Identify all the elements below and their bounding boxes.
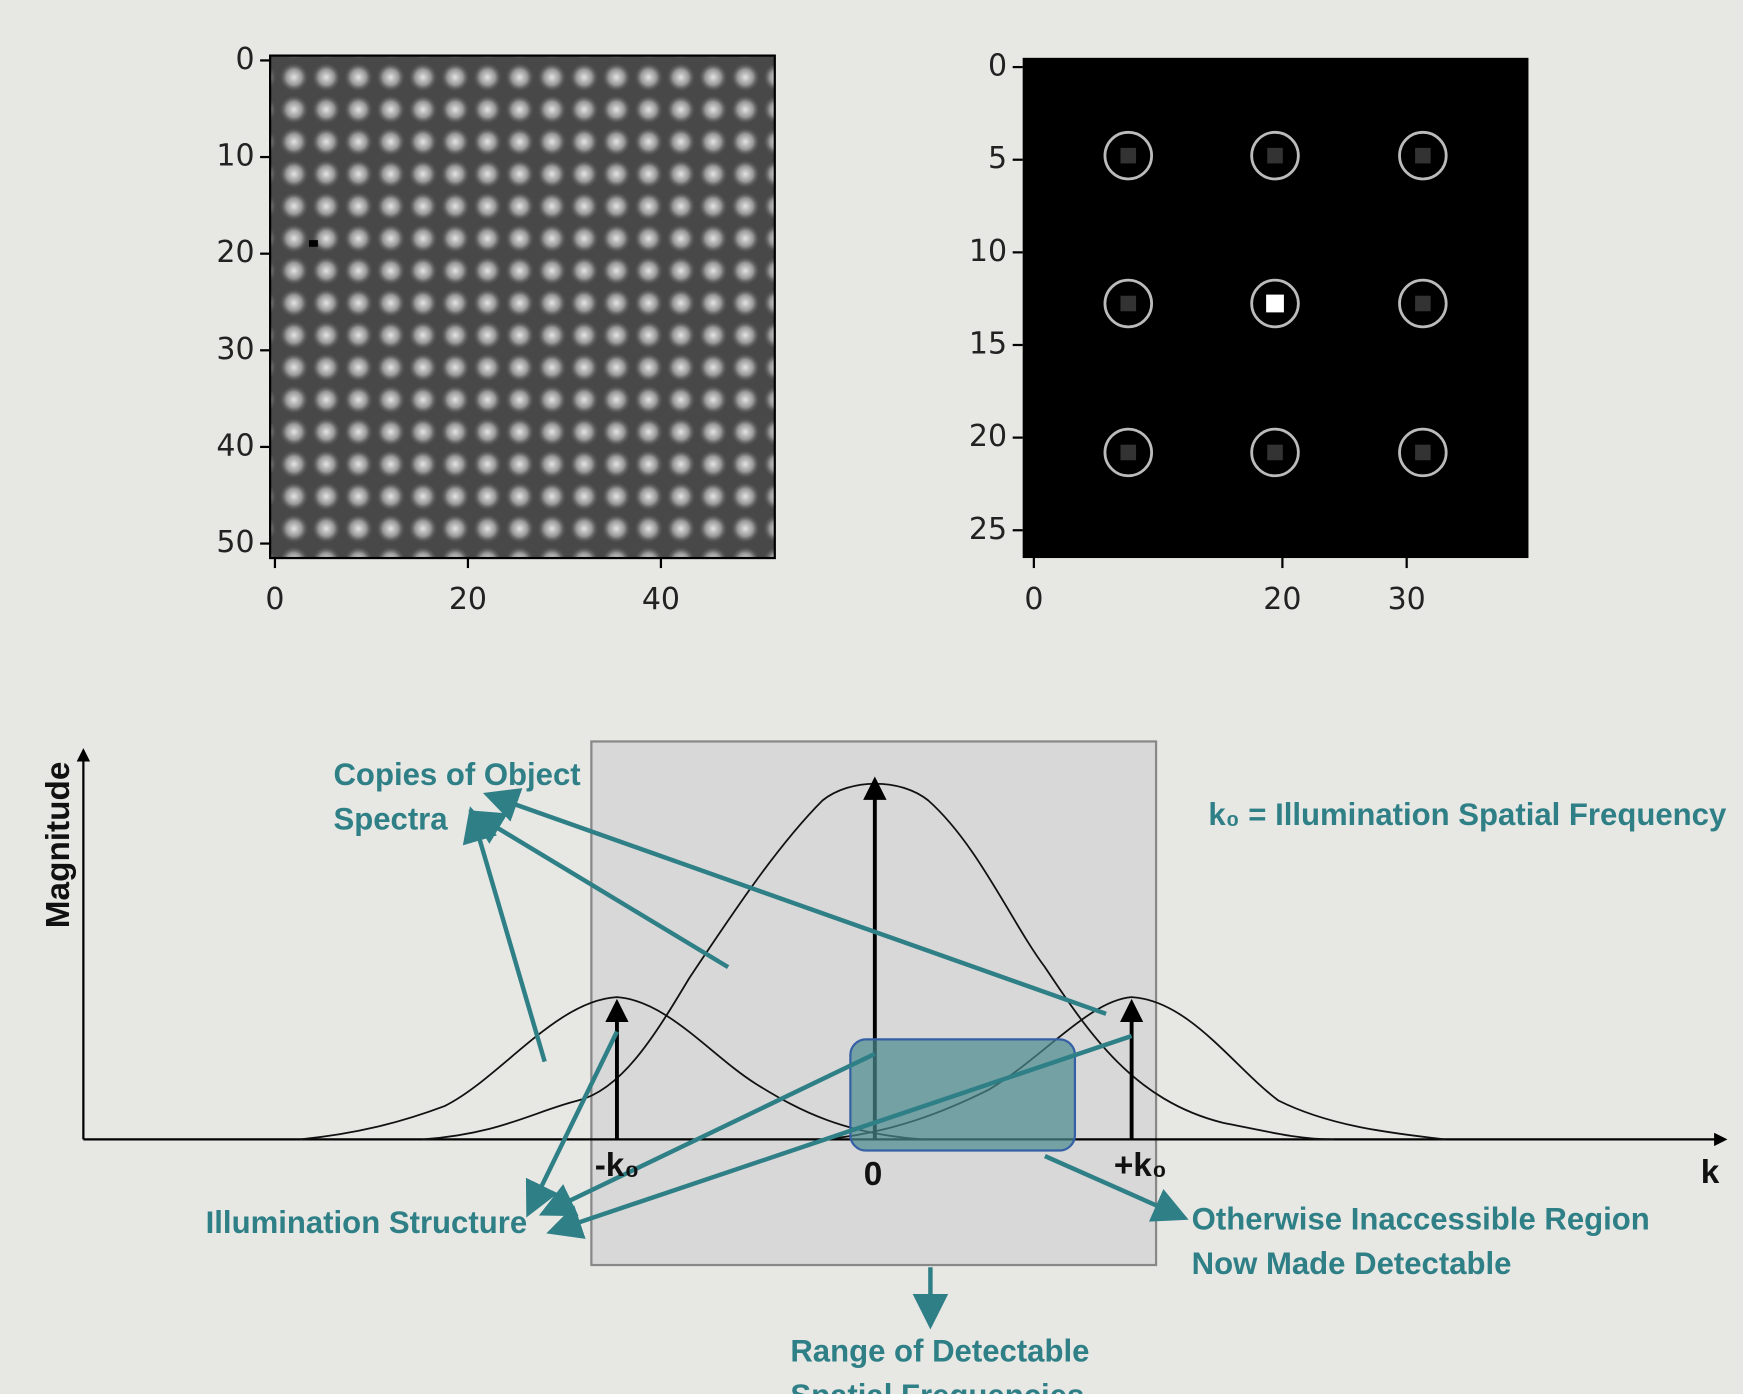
y-tick-label: 5 (988, 141, 1007, 176)
region-label: Otherwise Inaccessible Region (1192, 1201, 1650, 1236)
region-label: Now Made Detectable (1192, 1246, 1512, 1281)
y-tick-label: 20 (216, 235, 254, 270)
copies-label: Spectra (333, 801, 448, 836)
definition: k₀ = Illumination Spatial Frequency (1208, 797, 1727, 832)
x-tick-label: 20 (1263, 582, 1301, 617)
y-tick-label: 0 (988, 49, 1007, 84)
range-label: Range of Detectable (790, 1334, 1089, 1369)
y-tick-label: 40 (216, 428, 254, 463)
y-tick-label: 0 (235, 42, 254, 77)
x-tick-label: 40 (642, 582, 680, 617)
fourier-image (1023, 58, 1529, 558)
x-tick-label: 30 (1388, 582, 1426, 617)
y-tick-label: 15 (969, 326, 1007, 361)
y-tick-label: 50 (216, 525, 254, 560)
y-tick-label: 20 (969, 419, 1007, 454)
y-tick-label: 10 (969, 234, 1007, 269)
x-tick-label: 20 (449, 582, 487, 617)
x-tick-label: 0 (265, 582, 284, 617)
copies-label: Copies of Object (333, 757, 580, 792)
real-space-image (270, 56, 775, 558)
x-tick-label: 0 (1024, 582, 1043, 617)
illumination-label: Illumination Structure (206, 1205, 527, 1240)
y-tick-label: 10 (216, 139, 254, 174)
y-tick-label: 30 (216, 332, 254, 367)
y-axis-label: Magnitude (40, 762, 77, 929)
k-label: -k₀ (595, 1147, 640, 1184)
figure: Magnitude k -k₀ 0 +k₀ k₀ = Illumination … (0, 0, 1743, 1394)
k-label: 0 (864, 1156, 883, 1193)
k-label: +k₀ (1114, 1147, 1167, 1184)
x-axis-label: k (1701, 1154, 1720, 1191)
y-tick-label: 25 (969, 512, 1007, 547)
range-label: Spatial Frequencies (790, 1378, 1084, 1394)
